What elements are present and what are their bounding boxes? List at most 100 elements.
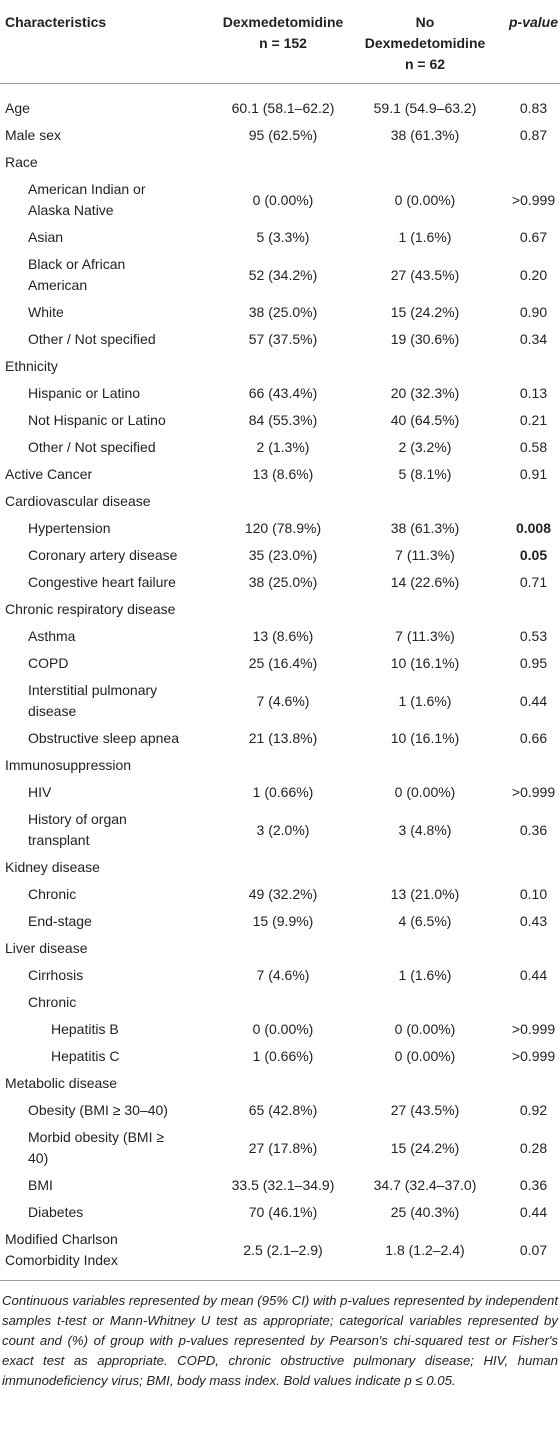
p-value: 0.71: [519, 574, 548, 590]
row-label: Hispanic or Latino: [28, 385, 141, 401]
group1-value: [205, 353, 361, 380]
row-label: Interstitial pulmonary disease: [28, 682, 158, 719]
table-row: Chronic respiratory disease: [0, 596, 560, 623]
table-body: Age 60.1 (58.1–62.2) 59.1 (54.9–63.2) 0.83 M…: [0, 84, 560, 1281]
group2-value: [361, 752, 489, 779]
group1-value: 21 (13.8%): [248, 730, 318, 746]
group2-value: 7 (11.3%): [395, 547, 455, 563]
group2-value: [361, 854, 489, 881]
group1-value: 25 (16.4%): [248, 655, 318, 671]
header-row: Characteristics Dexmedetomidine n = 152 N…: [0, 0, 560, 84]
group1-value: [205, 989, 361, 1016]
table-row: Metabolic disease: [0, 1070, 560, 1097]
row-label: Hepatitis C: [51, 1048, 120, 1064]
table-row: Hispanic or Latino 66 (43.4%) 20 (32.3%) 0.…: [0, 380, 560, 407]
row-label: Other / Not specified: [28, 439, 156, 455]
group1-value: 5 (3.3%): [256, 229, 310, 245]
p-value: 0.28: [519, 1139, 548, 1156]
row-label: Metabolic disease: [5, 1075, 118, 1091]
row-label: Race: [5, 154, 38, 170]
group1-value: 65 (42.8%): [248, 1102, 318, 1118]
table-row: Cardiovascular disease: [0, 488, 560, 515]
header-characteristics: Characteristics: [0, 0, 205, 84]
p-value: 0.44: [519, 967, 548, 983]
table-row: Kidney disease: [0, 854, 560, 881]
group1-value: [205, 854, 361, 881]
group1-value: 66 (43.4%): [248, 385, 318, 401]
group1-n: n = 152: [259, 35, 307, 51]
row-label: Liver disease: [5, 940, 88, 956]
p-value: 0.36: [519, 821, 548, 838]
group1-value: 57 (37.5%): [248, 331, 318, 347]
row-label: Morbid obesity (BMI ≥ 40): [28, 1129, 165, 1166]
row-label: Obstructive sleep apnea: [28, 730, 179, 746]
p-value: 0.44: [519, 1204, 548, 1220]
group2-value: 1 (1.6%): [398, 229, 452, 245]
row-label: White: [28, 304, 64, 320]
p-value: 0.66: [519, 730, 548, 746]
group1-value: 38 (25.0%): [248, 304, 318, 320]
row-label: Cardiovascular disease: [5, 493, 151, 509]
table-row: Diabetes 70 (46.1%) 25 (40.3%) 0.44: [0, 1199, 560, 1226]
header-p: p-value: [489, 0, 560, 84]
row-label: Congestive heart failure: [28, 574, 176, 590]
table-row: Hypertension 120 (78.9%) 38 (61.3%) 0.008: [0, 515, 560, 542]
group2-value: 20 (32.3%): [390, 385, 460, 401]
table-row: Morbid obesity (BMI ≥ 40) 27 (17.8%) 15 (2…: [0, 1124, 560, 1172]
group1-value: 15 (9.9%): [252, 913, 314, 929]
table-row: Chronic: [0, 989, 560, 1016]
table-row: Asthma 13 (8.6%) 7 (11.3%) 0.53: [0, 623, 560, 650]
row-label: Black or African American: [28, 256, 126, 293]
group2-value: [361, 149, 489, 176]
group2-value: 40 (64.5%): [390, 412, 460, 428]
group2-value: 19 (30.6%): [390, 331, 460, 347]
p-value: 0.67: [519, 229, 548, 245]
p-value: 0.83: [519, 100, 548, 116]
group2-value: [361, 935, 489, 962]
table-row: Hepatitis C 1 (0.66%) 0 (0.00%) >0.999: [0, 1043, 560, 1070]
p-value: 0.07: [519, 1241, 548, 1258]
group1-value: 38 (25.0%): [248, 574, 318, 590]
row-label: Hepatitis B: [51, 1021, 119, 1037]
group2-value: 10 (16.1%): [390, 730, 460, 746]
group1-value: 120 (78.9%): [244, 520, 322, 536]
row-label: Ethnicity: [5, 358, 58, 374]
row-label: Chronic: [28, 994, 77, 1010]
group1-value: 0 (0.00%): [252, 1021, 314, 1037]
row-label: Not Hispanic or Latino: [28, 412, 166, 428]
table-row: BMI 33.5 (32.1–34.9) 34.7 (32.4–37.0) 0.36: [0, 1172, 560, 1199]
group2-value: 5 (8.1%): [398, 466, 452, 482]
header-group2: No Dexmedetomidine n = 62: [361, 0, 489, 84]
table-row: Coronary artery disease 35 (23.0%) 7 (11.3…: [0, 542, 560, 569]
table-row: Interstitial pulmonary disease 7 (4.6%) 1 …: [0, 677, 560, 725]
row-label: Immunosuppression: [5, 757, 132, 773]
group2-value: 27 (43.5%): [390, 266, 460, 283]
row-label: Modified Charlson Comorbidity Index: [5, 1231, 118, 1268]
characteristics-table: Characteristics Dexmedetomidine n = 152 N…: [0, 0, 560, 1281]
p-value: 0.91: [519, 466, 548, 482]
table-row: Chronic 49 (32.2%) 13 (21.0%) 0.10: [0, 881, 560, 908]
row-label: History of organ transplant: [28, 811, 127, 848]
group1-value: 1 (0.66%): [252, 784, 314, 800]
row-label: BMI: [28, 1177, 53, 1193]
row-label: HIV: [28, 784, 52, 800]
group1-value: 84 (55.3%): [248, 412, 318, 428]
table-header: Characteristics Dexmedetomidine n = 152 N…: [0, 0, 560, 84]
row-label: Diabetes: [28, 1204, 84, 1220]
group2-value: 0 (0.00%): [394, 191, 456, 208]
table-row: COPD 25 (16.4%) 10 (16.1%) 0.95: [0, 650, 560, 677]
row-label: Kidney disease: [5, 859, 100, 875]
group1-value: 7 (4.6%): [256, 692, 310, 709]
group1-value: [205, 1070, 361, 1097]
table-row: White 38 (25.0%) 15 (24.2%) 0.90: [0, 299, 560, 326]
p-value: >0.999: [511, 1048, 556, 1064]
group1-value: 2.5 (2.1–2.9): [243, 1241, 323, 1258]
row-label: Other / Not specified: [28, 331, 156, 347]
p-value: [489, 854, 560, 881]
p-value: [489, 596, 560, 623]
p-value: [489, 752, 560, 779]
p-value: 0.95: [519, 655, 548, 671]
table-row: Race: [0, 149, 560, 176]
table-row: Obstructive sleep apnea 21 (13.8%) 10 (16.…: [0, 725, 560, 752]
